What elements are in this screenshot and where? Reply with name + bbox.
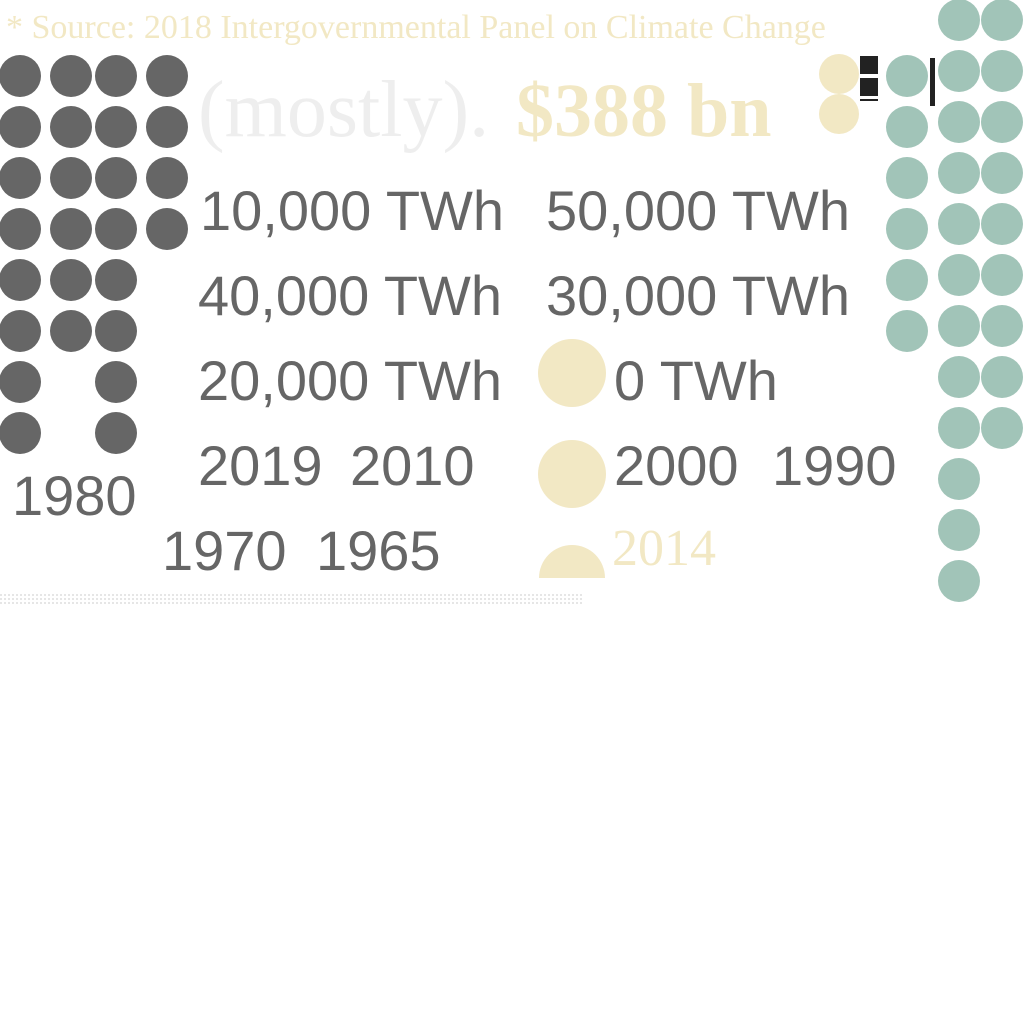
teal-dot: [981, 254, 1023, 296]
gray-dot: [146, 208, 188, 250]
teal-dot: [938, 407, 980, 449]
teal-dot: [981, 50, 1023, 92]
gray-dot: [0, 310, 41, 352]
cream-marker: [819, 54, 859, 94]
teal-dot: [886, 55, 928, 97]
teal-dot: [886, 208, 928, 250]
teal-dot: [886, 106, 928, 148]
teal-dot: [938, 560, 980, 602]
teal-dot: [886, 157, 928, 199]
dot-marks: [0, 0, 1023, 602]
gray-dot: [0, 412, 41, 454]
cream-marker: [819, 94, 859, 134]
gray-dot: [95, 55, 137, 97]
teal-dot: [938, 305, 980, 347]
gray-dot: [95, 361, 137, 403]
source-note: * Source: 2018 Intergovernmental Panel o…: [6, 9, 826, 46]
teal-dot: [938, 50, 980, 92]
cream-marker: [538, 339, 606, 407]
teal-dot: [981, 407, 1023, 449]
y-tick-label: 0 TWh: [614, 349, 778, 412]
gray-dot: [95, 259, 137, 301]
headline-word: (mostly).: [198, 66, 489, 154]
gray-dot: [0, 157, 41, 199]
teal-dot: [938, 101, 980, 143]
gray-dot: [0, 361, 41, 403]
gray-dot: [0, 106, 41, 148]
x-tick-label: 1965: [316, 519, 441, 582]
teal-dot: [938, 356, 980, 398]
teal-dot: [938, 152, 980, 194]
cursor-bar: [930, 58, 935, 106]
teal-dot: [938, 458, 980, 500]
teal-dot: [981, 203, 1023, 245]
teal-dot: [938, 0, 980, 41]
gray-dot: [95, 412, 137, 454]
x-tick-label: 2010: [350, 434, 475, 497]
teal-dot: [938, 203, 980, 245]
y-tick-label: 10,000 TWh: [200, 179, 504, 242]
gray-dot: [50, 259, 92, 301]
gray-dot: [95, 310, 137, 352]
y-tick-label: 20,000 TWh: [198, 349, 502, 412]
baseline: [0, 594, 584, 604]
x-tick-label: 1980: [12, 464, 137, 527]
gray-dot: [146, 157, 188, 199]
gray-dot: [0, 208, 41, 250]
gray-dot: [50, 55, 92, 97]
teal-dot: [886, 259, 928, 301]
gray-dot: [50, 157, 92, 199]
legend-swatch: [860, 56, 878, 74]
legend-swatch: [860, 78, 878, 96]
teal-dot: [938, 254, 980, 296]
teal-dot: [981, 305, 1023, 347]
gray-dot: [50, 208, 92, 250]
y-tick-label: 40,000 TWh: [198, 264, 502, 327]
teal-dot: [886, 310, 928, 352]
gray-dot: [146, 55, 188, 97]
x-tick-label: 2019: [198, 434, 323, 497]
gray-dot: [0, 55, 41, 97]
y-tick-label: 50,000 TWh: [546, 179, 850, 242]
gray-dot: [50, 106, 92, 148]
highlight-value: $388 bn: [516, 69, 772, 153]
x-tick-label: 2000: [614, 434, 739, 497]
x-tick-label: 1970: [162, 519, 287, 582]
teal-dot: [981, 356, 1023, 398]
teal-dot: [938, 509, 980, 551]
y-tick-label: 30,000 TWh: [546, 264, 850, 327]
cream-marker: [538, 440, 606, 508]
teal-dot: [981, 0, 1023, 41]
gray-dot: [95, 106, 137, 148]
teal-dot: [981, 101, 1023, 143]
gray-dot: [50, 310, 92, 352]
gray-dot: [0, 259, 41, 301]
highlight-year: 2014: [612, 520, 716, 577]
x-tick-label: 1990: [772, 434, 897, 497]
teal-dot: [981, 152, 1023, 194]
cream-marker: [539, 545, 605, 578]
gray-dot: [95, 157, 137, 199]
gray-dot: [95, 208, 137, 250]
gray-dot: [146, 106, 188, 148]
